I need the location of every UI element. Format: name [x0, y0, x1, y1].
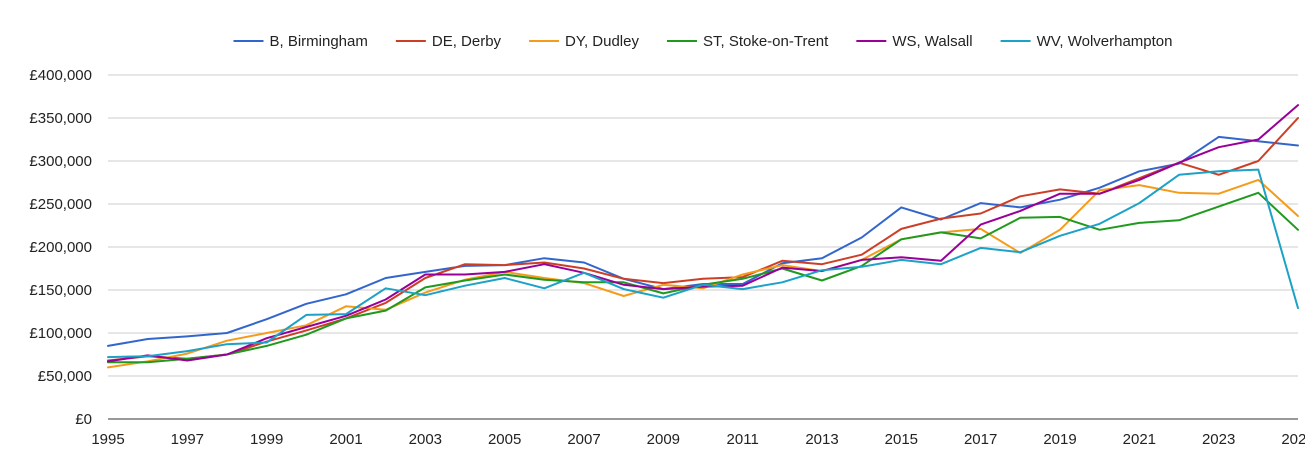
chart-legend: B, Birmingham DE, Derby DY, Dudley ST, Stok…: [233, 33, 1173, 50]
legend-item: DY, Dudley: [529, 33, 639, 50]
x-tick-label: 2007: [567, 431, 600, 448]
y-tick-label: £50,000: [38, 368, 92, 385]
x-tick-label: 1999: [250, 431, 283, 448]
x-tick-label: 2003: [409, 431, 442, 448]
y-tick-label: £150,000: [29, 282, 92, 299]
x-tick-label: 2005: [488, 431, 521, 448]
x-tick-label: 2017: [964, 431, 997, 448]
x-tick-label: 2021: [1123, 431, 1156, 448]
legend-label: ST, Stoke-on-Trent: [703, 33, 829, 50]
x-axis: 1995 1997 1999 2001 2003 2005 2007 2009 2011 2013…: [91, 431, 1305, 448]
x-tick-label: 2015: [885, 431, 918, 448]
x-tick-label: 2019: [1043, 431, 1076, 448]
series-line-ws: [107, 104, 1299, 363]
y-tick-label: £0: [75, 411, 92, 428]
series-line-dy: [107, 178, 1299, 369]
x-tick-label: 2025: [1281, 431, 1305, 448]
legend-item: ST, Stoke-on-Trent: [666, 33, 829, 50]
x-tick-label: 2013: [805, 431, 838, 448]
x-tick-label: 1997: [171, 431, 204, 448]
chart-gridlines: [108, 74, 1298, 420]
plot-area: [107, 104, 1299, 369]
x-tick-label: 2009: [647, 431, 680, 448]
legend-label: DE, Derby: [432, 33, 502, 50]
legend-label: DY, Dudley: [565, 33, 639, 50]
series-line-b: [107, 135, 1299, 347]
y-tick-label: £250,000: [29, 196, 92, 213]
x-tick-label: 2001: [329, 431, 362, 448]
legend-item: WV, Wolverhampton: [1000, 33, 1173, 50]
series-line-de: [107, 117, 1299, 362]
x-tick-label: 2011: [727, 431, 759, 448]
y-tick-label: £350,000: [29, 110, 92, 127]
legend-label: WS, Walsall: [892, 33, 972, 50]
y-tick-label: £400,000: [29, 67, 92, 84]
legend-item: B, Birmingham: [233, 33, 368, 50]
y-tick-label: £200,000: [29, 239, 92, 256]
legend-label: WV, Wolverhampton: [1037, 33, 1173, 50]
legend-item: DE, Derby: [395, 33, 502, 50]
y-tick-label: £300,000: [29, 153, 92, 170]
y-tick-label: £100,000: [29, 325, 92, 342]
series-line-wv: [107, 168, 1299, 359]
x-tick-label: 1995: [91, 431, 124, 448]
x-tick-label: 2023: [1202, 431, 1235, 448]
legend-label: B, Birmingham: [269, 33, 367, 50]
y-axis: £0 £50,000 £100,000 £150,000 £200,000 £250,00…: [29, 67, 92, 428]
legend-item: WS, Walsall: [856, 33, 973, 50]
